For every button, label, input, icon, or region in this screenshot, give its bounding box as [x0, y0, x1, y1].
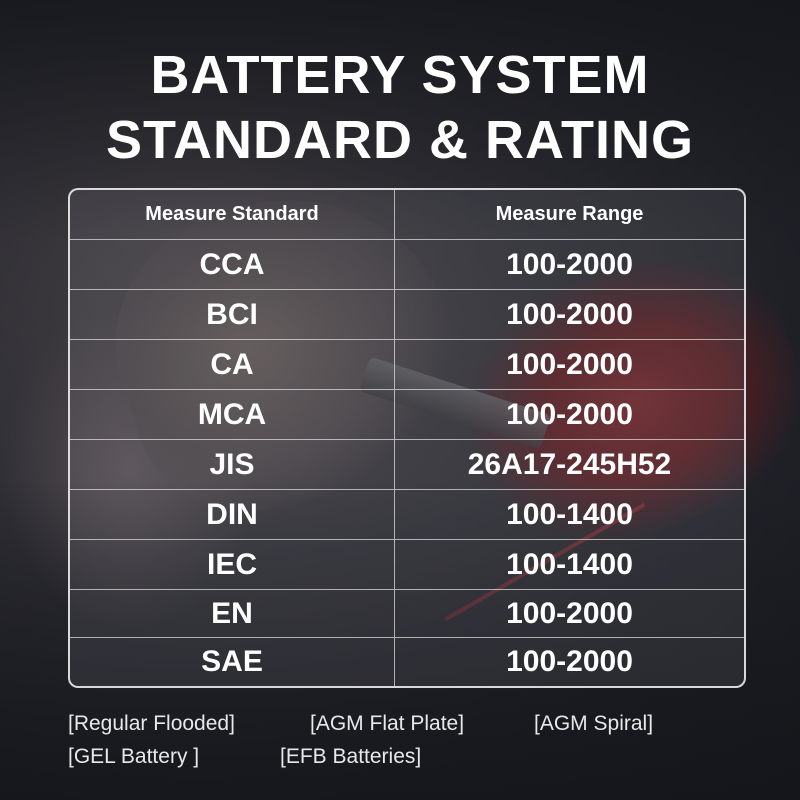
range-cell: 100-2000 — [506, 347, 633, 381]
standard-cell: CCA — [70, 240, 395, 289]
title-line-1: BATTERY SYSTEM — [150, 45, 650, 105]
battery-type: [EFB Batteries] — [280, 745, 422, 768]
table-row: IEC 100-1400 — [70, 540, 744, 590]
table-header-row: Measure Standard Measure Range — [70, 190, 744, 240]
table-row: EN 100-2000 — [70, 590, 744, 638]
standard-cell: EN — [70, 590, 395, 637]
range-cell: 100-2000 — [506, 645, 633, 678]
table-row: CCA 100-2000 — [70, 240, 744, 290]
standard-cell: IEC — [70, 540, 395, 589]
battery-type: [AGM Spiral] — [534, 712, 654, 735]
range-cell: 100-1400 — [506, 497, 633, 531]
battery-type: [Regular Flooded] — [68, 712, 235, 735]
range-cell: 100-2000 — [506, 297, 633, 331]
table-row: SAE 100-2000 — [70, 638, 744, 686]
range-cell: 100-2000 — [506, 247, 633, 281]
table-row: DIN 100-1400 — [70, 490, 744, 540]
range-cell: 100-2000 — [506, 596, 633, 630]
range-cell: 100-1400 — [506, 547, 633, 581]
table-row: CA 100-2000 — [70, 340, 744, 390]
range-cell: 100-2000 — [506, 397, 633, 431]
header-measure-standard: Measure Standard — [70, 190, 395, 239]
range-cell: 26A17-245H52 — [467, 447, 672, 481]
standard-cell: BCI — [70, 290, 395, 339]
standard-cell: SAE — [70, 638, 395, 686]
rating-table: Measure Standard Measure Range CCA 100-2… — [68, 188, 746, 688]
standard-cell: JIS — [70, 440, 395, 489]
table-row: MCA 100-2000 — [70, 390, 744, 440]
title-line-2: STANDARD & RATING — [106, 110, 694, 170]
battery-type: [GEL Battery ] — [68, 745, 200, 768]
header-measure-range: Measure Range — [495, 203, 644, 225]
table-row: JIS 26A17-245H52 — [70, 440, 744, 490]
battery-type: [AGM Flat Plate] — [310, 712, 465, 735]
table-row: BCI 100-2000 — [70, 290, 744, 340]
standard-cell: CA — [70, 340, 395, 389]
standard-cell: MCA — [70, 390, 395, 439]
standard-cell: DIN — [70, 490, 395, 539]
